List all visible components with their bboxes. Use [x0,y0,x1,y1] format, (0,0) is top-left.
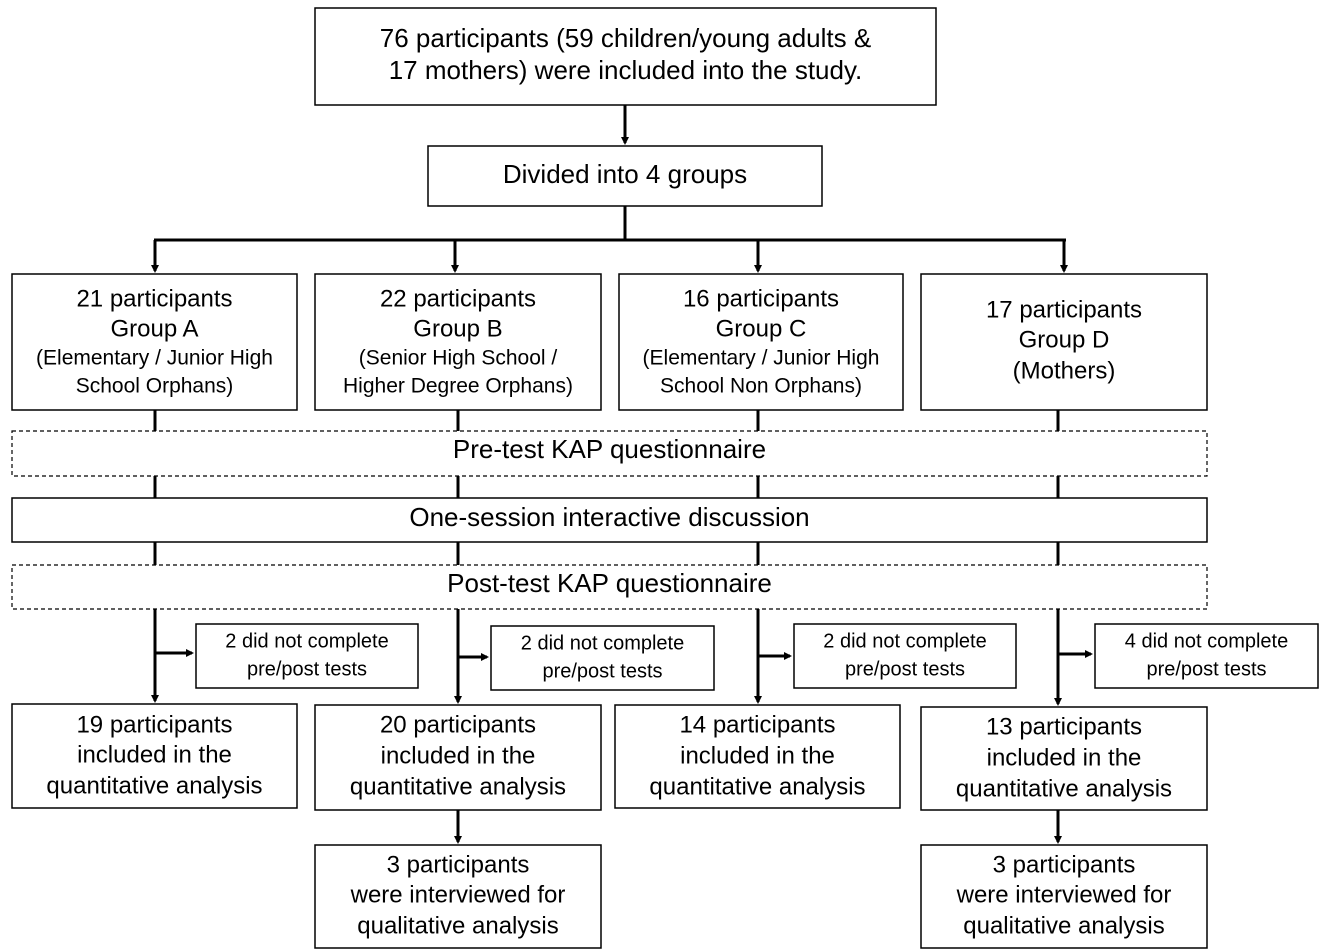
node-text: 3 participants [993,851,1136,878]
node-text: Group B [413,315,502,342]
node-text: included in the [987,744,1142,771]
node-text: Group D [1019,326,1110,353]
node-text: 17 participants [986,296,1142,323]
node-box [11,564,1208,610]
node-text: quantitative analysis [956,775,1172,802]
node-box [920,273,1208,411]
node-box [1094,623,1319,689]
node-box [11,273,298,411]
node-text: included in the [381,742,536,769]
node-box [11,703,298,809]
node-text: School Non Orphans) [660,375,862,398]
node-text: were interviewed for [350,881,566,908]
node-text: 19 participants [76,711,232,738]
node-text: 22 participants [380,285,536,312]
node-text: quantitative analysis [46,772,262,799]
node-text: 13 participants [986,713,1142,740]
node-text: Divided into 4 groups [503,159,747,189]
node-text: (Mothers) [1013,357,1116,384]
node-text: quantitative analysis [649,773,865,800]
node-box [11,497,1208,543]
node-box [490,625,715,691]
node-text: (Elementary / Junior High [643,347,880,370]
node-text: Group A [110,315,198,342]
node-text: qualitative analysis [357,912,558,939]
node-text: 76 participants (59 children/young adult… [380,23,871,53]
node-text: 17 mothers) were included into the study… [389,55,863,85]
node-text: Post-test KAP questionnaire [447,568,772,598]
node-text: Pre-test KAP questionnaire [453,434,766,464]
node-text: pre/post tests [542,660,662,682]
node-box [314,273,602,411]
node-text: 2 did not complete [521,632,684,654]
node-text: 20 participants [380,711,536,738]
node-text: School Orphans) [76,375,234,398]
node-text: 16 participants [683,285,839,312]
node-text: Higher Degree Orphans) [343,375,573,398]
node-text: (Elementary / Junior High [36,347,273,370]
node-box [314,7,937,106]
node-text: 2 did not complete [823,630,986,652]
node-box [920,844,1208,949]
node-text: (Senior High School / [359,347,558,370]
node-text: qualitative analysis [963,912,1164,939]
node-text: 14 participants [679,711,835,738]
node-text: pre/post tests [247,658,367,680]
node-text: pre/post tests [1146,658,1266,680]
node-text: 2 did not complete [225,630,388,652]
node-box [793,623,1017,689]
node-text: quantitative analysis [350,773,566,800]
node-box [618,273,904,411]
node-box [314,704,602,811]
node-box [195,623,419,689]
node-box [427,145,823,207]
node-text: included in the [680,742,835,769]
node-text: 4 did not complete [1125,630,1288,652]
node-box [614,704,901,809]
node-text: One-session interactive discussion [409,502,809,532]
node-box [11,430,1208,477]
node-text: pre/post tests [845,658,965,680]
node-text: Group C [716,315,807,342]
node-text: included in the [77,741,232,768]
node-text: were interviewed for [956,881,1172,908]
node-text: 3 participants [387,851,530,878]
node-box [920,706,1208,811]
node-text: 21 participants [76,285,232,312]
node-box [314,844,602,949]
boxes: 76 participants (59 children/young adult… [11,7,1319,949]
